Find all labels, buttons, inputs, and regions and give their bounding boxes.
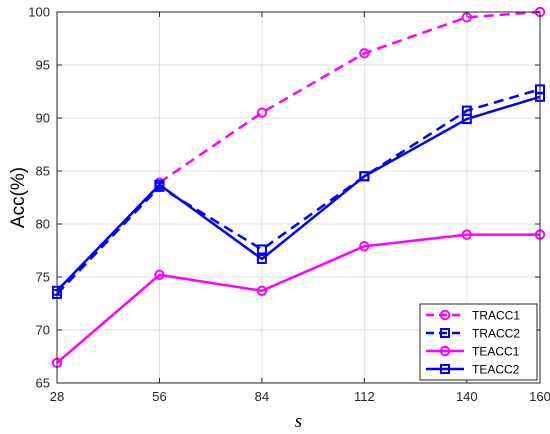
data-point-teacc2 — [256, 253, 267, 264]
series-teacc1 — [51, 229, 546, 369]
series-line-tracc2 — [56, 88, 541, 295]
x-tick-label: 140 — [456, 389, 478, 404]
x-tick-label: 28 — [50, 389, 64, 404]
data-point-teacc2 — [359, 171, 370, 182]
legend-label-teacc2: TEACC2 — [472, 363, 520, 377]
data-point-teacc1 — [256, 285, 268, 296]
data-point-teacc1 — [359, 241, 370, 252]
series-line-teacc2 — [56, 95, 541, 292]
x-tick-label: 160 — [529, 389, 550, 404]
data-point-tracc1 — [256, 107, 268, 118]
x-axis-label: s — [295, 411, 302, 432]
series-line-tracc1 — [158, 10, 541, 184]
data-point-teacc2 — [461, 114, 472, 125]
legend-label-tracc2: TRACC2 — [472, 327, 520, 341]
legend-label-teacc1: TEACC1 — [472, 345, 520, 359]
plot-frame — [56, 11, 541, 384]
legend-marker-teacc2 — [440, 364, 450, 374]
legend: TRACC1 TRACC2 TEACC1 TEACC2 — [419, 303, 538, 381]
data-point-teacc1 — [461, 229, 473, 240]
y-tick-label: 65 — [36, 376, 50, 391]
y-tick-label: 90 — [36, 111, 50, 126]
y-tick-label: 95 — [36, 58, 50, 73]
legend-marker-tracc1 — [439, 309, 451, 321]
x-tick-label: 84 — [255, 389, 269, 404]
data-point-tracc1 — [359, 48, 370, 59]
y-tick-label: 75 — [36, 270, 50, 285]
series-line-teacc1 — [56, 233, 540, 364]
data-point-tracc2 — [256, 244, 267, 255]
tick-layer: 28 56 84 112 140 160 65 70 75 80 85 90 95 100 — [28, 5, 550, 405]
data-point-teacc1 — [154, 269, 165, 281]
y-tick-label: 85 — [36, 164, 50, 179]
data-point-teacc2 — [154, 179, 165, 190]
x-tick-label: 56 — [152, 389, 166, 404]
legend-marker-tracc2 — [440, 328, 450, 338]
x-tick-label: 112 — [354, 389, 375, 404]
y-tick-label: 100 — [28, 5, 50, 20]
legend-label-tracc1: TRACC1 — [472, 309, 520, 323]
y-tick-label: 70 — [36, 323, 50, 338]
y-axis-label: Acc(%) — [8, 167, 29, 228]
y-tick-label: 80 — [36, 217, 50, 232]
legend-marker-teacc1 — [439, 345, 451, 357]
legend-box — [419, 303, 538, 381]
